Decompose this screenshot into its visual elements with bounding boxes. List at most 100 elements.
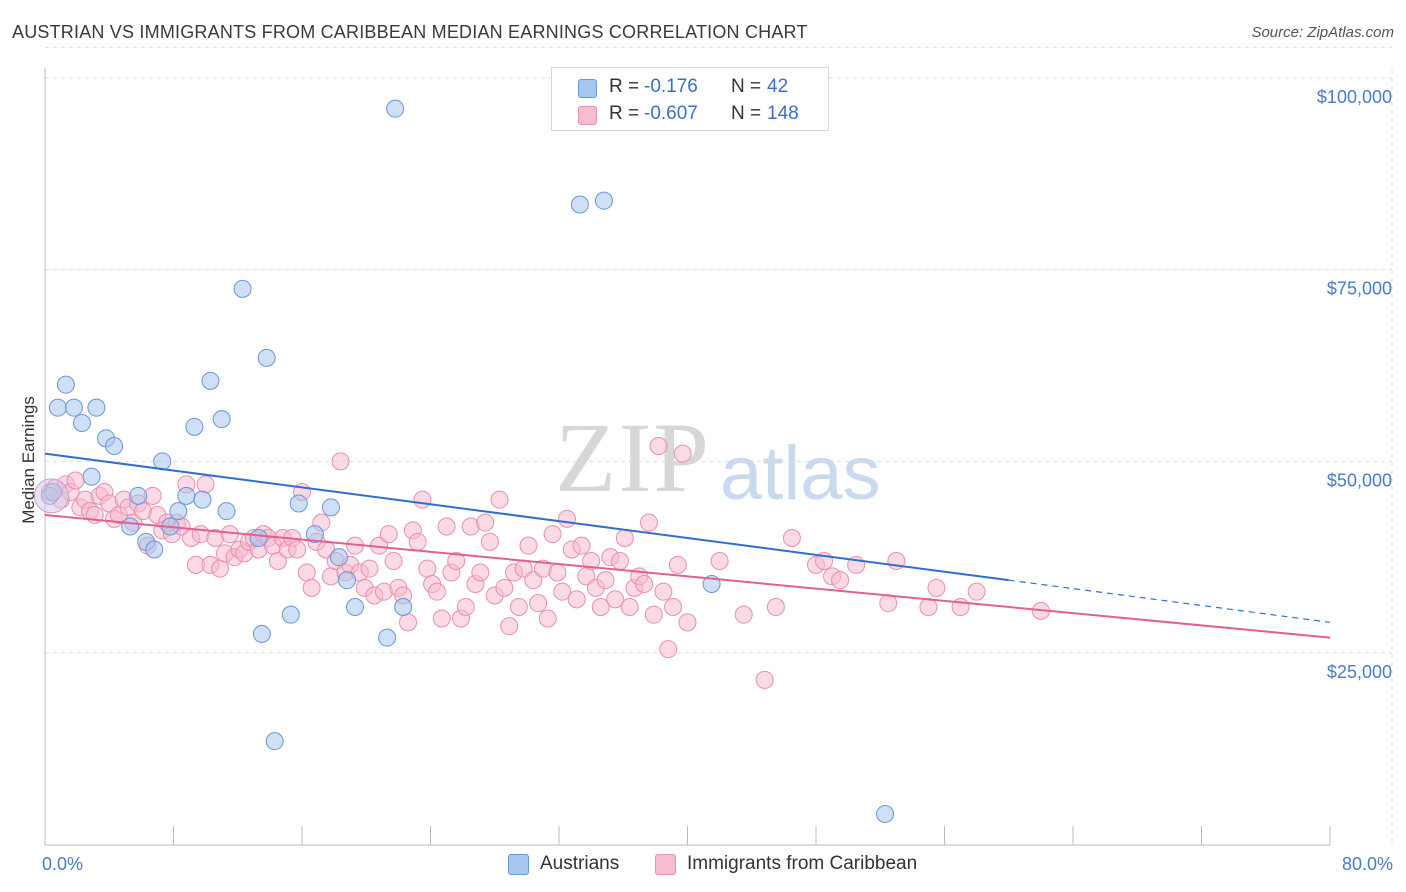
legend-swatch-caribbean	[578, 106, 597, 125]
legend-label-caribbean: Immigrants from Caribbean	[687, 853, 918, 874]
caribbean-point	[927, 578, 946, 597]
caribbean-point	[66, 471, 85, 490]
austrians-trend-extension	[1008, 579, 1331, 623]
caribbean-point	[297, 563, 316, 582]
austrians-point	[289, 494, 308, 513]
austrians-point	[386, 99, 405, 118]
caribbean-point	[379, 525, 398, 544]
caribbean-point	[268, 552, 287, 570]
caribbean-point	[529, 594, 548, 613]
austrians-point	[249, 529, 268, 547]
austrians-point	[265, 732, 284, 751]
caribbean-point	[476, 513, 495, 532]
legend-n-label: N =	[731, 103, 762, 124]
caribbean-point	[668, 555, 687, 574]
series-austrians-points	[33, 99, 895, 823]
austrians-point	[329, 548, 348, 567]
caribbean-point	[649, 437, 668, 455]
caribbean-point	[553, 582, 572, 601]
caribbean-point	[437, 517, 456, 536]
y-tick-label: $75,000	[1327, 279, 1392, 299]
caribbean-point	[620, 598, 639, 616]
caribbean-point	[399, 613, 418, 632]
caribbean-point	[596, 571, 615, 590]
austrians-point	[48, 398, 67, 417]
austrians-point	[193, 490, 212, 509]
caribbean-point	[509, 598, 528, 616]
austrians-point	[87, 398, 106, 417]
caribbean-point	[782, 529, 801, 547]
caribbean-point	[558, 509, 577, 528]
caribbean-point	[432, 609, 451, 628]
austrians-point	[177, 486, 196, 505]
austrians-point	[876, 805, 895, 823]
caribbean-point	[456, 598, 475, 616]
caribbean-point	[548, 563, 567, 582]
x-tick-label-min: 0.0%	[42, 854, 83, 874]
caribbean-point	[538, 609, 557, 628]
caribbean-point	[644, 605, 663, 624]
caribbean-point	[500, 617, 519, 636]
correlation-legend: R = -0.176 N = 42 R = -0.607 N = 148	[551, 67, 829, 131]
caribbean-point	[654, 582, 673, 601]
caribbean-point	[591, 598, 610, 616]
caribbean-point	[567, 590, 586, 609]
caribbean-point	[572, 536, 591, 555]
austrians-point	[321, 498, 340, 517]
caribbean-point	[582, 552, 601, 570]
overlap-point	[33, 478, 69, 514]
caribbean-point	[678, 613, 697, 632]
legend-swatch-caribbean	[655, 854, 676, 875]
caribbean-point	[427, 582, 446, 601]
austrians-point	[201, 371, 220, 390]
watermark-atlas: atlas	[720, 431, 881, 516]
legend-n-value-austrians: 42	[767, 76, 789, 97]
caribbean-point	[331, 452, 350, 471]
caribbean-point	[408, 532, 427, 551]
caribbean-point	[360, 559, 379, 578]
caribbean-point	[919, 598, 938, 616]
trend-lines	[44, 452, 1331, 639]
caribbean-point	[519, 536, 538, 555]
caribbean-point	[734, 605, 753, 624]
austrians-point	[252, 624, 271, 643]
austrians-point	[233, 279, 252, 298]
caribbean-point	[659, 640, 678, 659]
caribbean-point	[611, 552, 630, 570]
austrians-point	[56, 375, 75, 394]
caribbean-trend-line	[44, 514, 1331, 639]
caribbean-point	[967, 582, 986, 601]
austrians-point	[346, 598, 365, 616]
caribbean-point	[524, 571, 543, 590]
austrians-trend-line	[44, 452, 1009, 582]
caribbean-point	[673, 444, 692, 463]
caribbean-point	[490, 490, 509, 509]
austrians-point	[145, 540, 164, 559]
legend-swatch-austrians	[578, 79, 597, 98]
austrians-point	[378, 628, 397, 647]
austrians-point	[185, 417, 204, 436]
austrians-point	[257, 348, 276, 367]
caribbean-point	[635, 575, 654, 593]
caribbean-point	[879, 594, 898, 613]
series-legend: Austrians Immigrants from Caribbean	[0, 852, 1406, 878]
caribbean-point	[288, 540, 307, 559]
caribbean-point	[302, 578, 321, 597]
austrians-point	[337, 571, 356, 590]
x-tick-label-max: 80.0%	[1342, 854, 1393, 874]
austrians-point	[72, 414, 91, 432]
legend-n-label: N =	[731, 76, 762, 97]
legend-r-label: R =	[609, 76, 640, 97]
caribbean-point	[495, 578, 514, 597]
legend-n-value-caribbean: 148	[767, 103, 799, 124]
caribbean-point	[755, 670, 774, 689]
austrians-point	[217, 502, 236, 521]
axes	[44, 68, 1331, 846]
grid-lines	[45, 46, 1393, 845]
y-tick-label: $25,000	[1327, 662, 1392, 682]
austrians-point	[281, 605, 300, 624]
austrians-point	[64, 398, 83, 417]
austrians-point	[305, 525, 324, 544]
caribbean-point	[543, 525, 562, 544]
